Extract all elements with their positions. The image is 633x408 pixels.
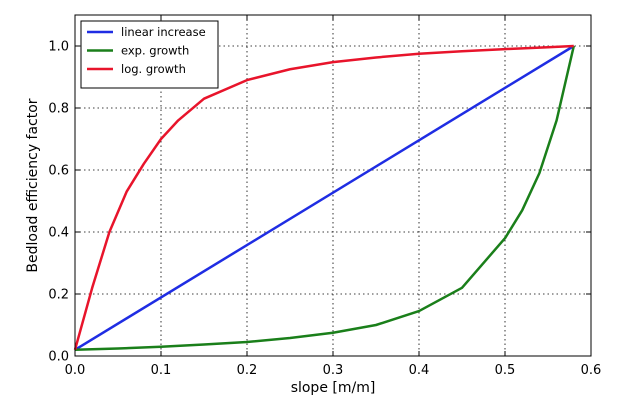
y-axis-ticks: 0.0 0.2 0.4 0.6 0.8 1.0 (48, 40, 591, 365)
x-axis-label: slope [m/m] (291, 380, 376, 396)
x-tick-label: 0.6 (581, 363, 602, 378)
x-tick-label: 0.2 (237, 363, 258, 378)
y-tick-label: 0.8 (48, 102, 69, 117)
x-axis-ticks: 0.0 0.1 0.2 0.3 0.4 0.5 0.6 (65, 15, 602, 378)
series-lines (73, 44, 576, 352)
y-tick-label: 0.6 (48, 164, 69, 179)
series-line-1 (74, 45, 576, 352)
x-tick-label: 0.3 (323, 363, 344, 378)
series-line-0 (74, 44, 575, 351)
y-tick-label: 1.0 (48, 40, 69, 55)
x-tick-label: 0.5 (495, 363, 516, 378)
y-tick-label: 0.4 (48, 226, 69, 241)
x-tick-label: 0.0 (65, 363, 86, 378)
legend-label: linear increase (121, 25, 206, 39)
legend: linear increase exp. growth log. growth (80, 20, 219, 89)
legend-label: log. growth (121, 62, 186, 76)
x-tick-label: 0.1 (151, 363, 172, 378)
y-tick-label: 0.2 (48, 288, 69, 303)
y-axis-label: Bedload efficiency factor (25, 98, 41, 272)
legend-label: exp. growth (121, 44, 189, 58)
series-line-2 (73, 44, 574, 351)
y-tick-label: 0.0 (48, 350, 69, 365)
x-tick-label: 0.4 (409, 363, 430, 378)
